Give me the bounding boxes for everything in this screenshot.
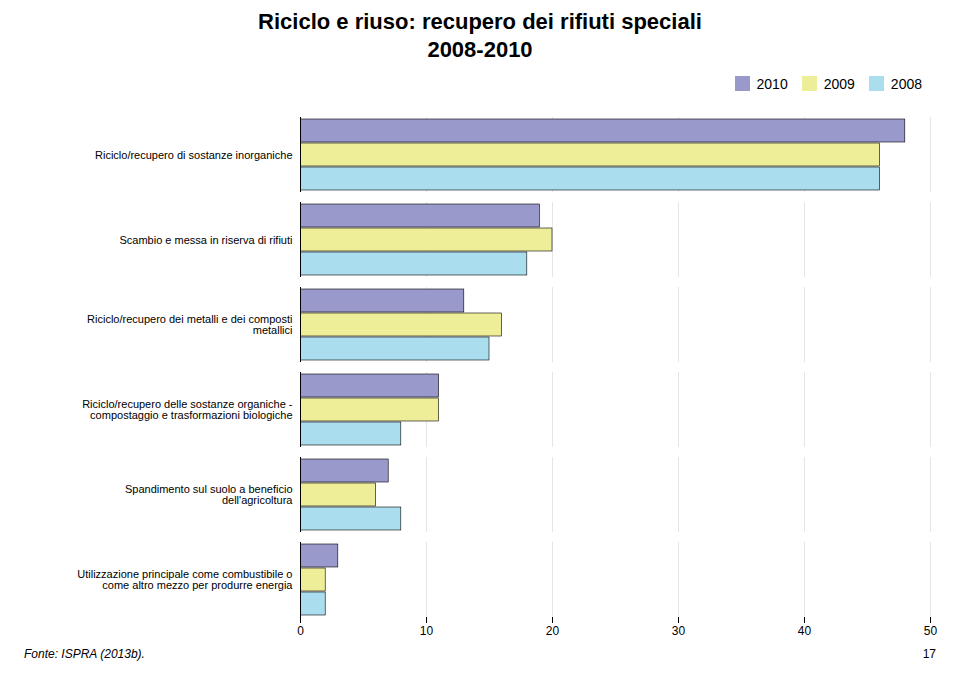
svg-text:Riciclo/recupero delle sostanz: Riciclo/recupero delle sostanze organich… bbox=[82, 398, 293, 421]
svg-text:0: 0 bbox=[297, 624, 304, 638]
html-text:Riciclo e riuso: recupero dei: Riciclo e riuso: recupero dei rifiuti sp… bbox=[258, 9, 702, 34]
html-text:2008: 2008 bbox=[890, 75, 922, 92]
svg-text:Utilizzazione principale come: Utilizzazione principale come combustibi… bbox=[77, 568, 293, 591]
svg-text:30: 30 bbox=[672, 624, 686, 638]
svg-text:20: 20 bbox=[546, 624, 560, 638]
svg-text:Riciclo/recupero di sostanze i: Riciclo/recupero di sostanze inorganiche bbox=[95, 149, 293, 161]
svg-text:Scambio e messa in riserva di: Scambio e messa in riserva di rifiuti bbox=[119, 234, 292, 246]
svg-text:Riciclo/recupero dei metalli e: Riciclo/recupero dei metalli e dei compo… bbox=[87, 313, 292, 336]
svg-text:Spandimento sul suolo a benefi: Spandimento sul suolo a beneficiodell'ag… bbox=[125, 483, 293, 506]
html-text:17: 17 bbox=[922, 647, 936, 661]
html-text:Fonte: ISPRA (2013b).: Fonte: ISPRA (2013b). bbox=[24, 647, 145, 661]
html-text:2008-2010: 2008-2010 bbox=[427, 36, 533, 62]
svg-text:50: 50 bbox=[924, 624, 938, 638]
svg-text:10: 10 bbox=[420, 624, 434, 638]
html-text:2009: 2009 bbox=[823, 75, 855, 92]
html-text:2010: 2010 bbox=[756, 75, 788, 92]
svg-text:40: 40 bbox=[798, 624, 812, 638]
